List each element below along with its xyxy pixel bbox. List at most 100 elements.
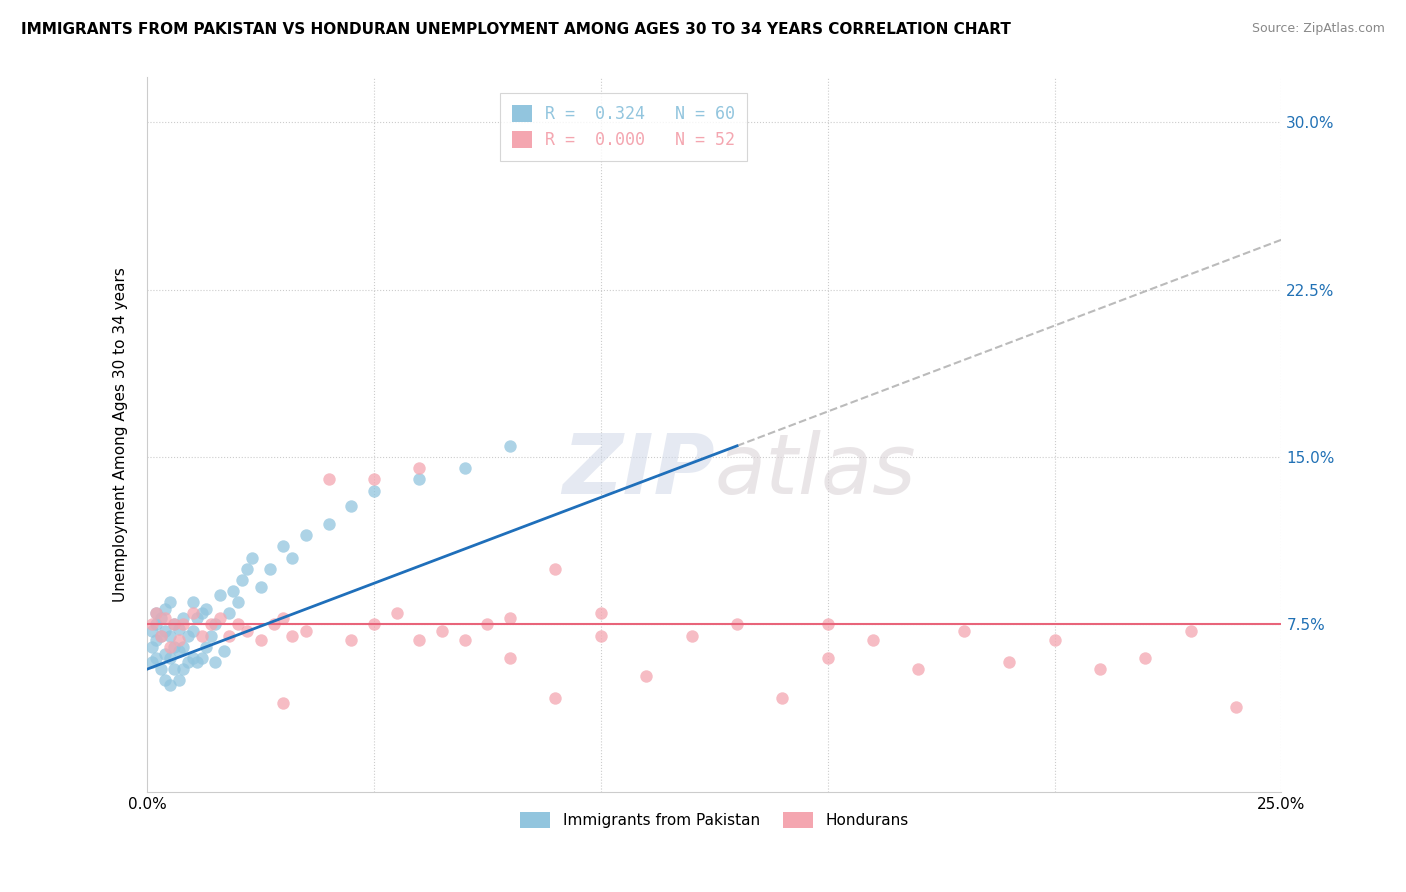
Point xyxy=(181,651,204,665)
Point xyxy=(907,662,929,676)
Point xyxy=(430,624,453,639)
Point xyxy=(149,611,172,625)
Point xyxy=(385,607,408,621)
Point xyxy=(181,607,204,621)
Point xyxy=(222,584,245,599)
Point xyxy=(544,691,567,706)
Point xyxy=(167,644,190,658)
Point xyxy=(817,617,839,632)
Point xyxy=(181,595,204,609)
Point xyxy=(226,595,249,609)
Point xyxy=(214,644,236,658)
Point xyxy=(204,656,226,670)
Point xyxy=(190,629,212,643)
Point xyxy=(499,611,522,625)
Point xyxy=(236,624,259,639)
Point xyxy=(181,624,204,639)
Point xyxy=(259,562,281,576)
Point xyxy=(145,651,167,665)
Point xyxy=(363,617,385,632)
Point xyxy=(177,629,200,643)
Point xyxy=(271,696,294,710)
Point xyxy=(271,611,294,625)
Point xyxy=(145,607,167,621)
Point xyxy=(408,472,430,486)
Y-axis label: Unemployment Among Ages 30 to 34 years: Unemployment Among Ages 30 to 34 years xyxy=(114,268,128,602)
Point xyxy=(155,673,177,688)
Point xyxy=(725,617,748,632)
Point xyxy=(167,633,190,648)
Point xyxy=(149,662,172,676)
Point xyxy=(145,617,167,632)
Point xyxy=(249,633,271,648)
Point xyxy=(163,617,186,632)
Point xyxy=(208,589,231,603)
Point xyxy=(145,633,167,648)
Point xyxy=(195,602,218,616)
Point xyxy=(953,624,976,639)
Point xyxy=(544,562,567,576)
Point xyxy=(186,611,208,625)
Point xyxy=(159,629,181,643)
Point xyxy=(172,662,194,676)
Point xyxy=(200,617,222,632)
Text: ZIP: ZIP xyxy=(561,430,714,511)
Point xyxy=(141,640,163,654)
Point xyxy=(249,580,271,594)
Point xyxy=(141,617,163,632)
Point xyxy=(281,550,304,565)
Point xyxy=(177,656,200,670)
Point xyxy=(204,617,226,632)
Text: Source: ZipAtlas.com: Source: ZipAtlas.com xyxy=(1251,22,1385,36)
Point xyxy=(499,439,522,453)
Point xyxy=(159,678,181,692)
Point xyxy=(681,629,703,643)
Point xyxy=(218,629,240,643)
Point xyxy=(295,528,318,542)
Text: atlas: atlas xyxy=(714,430,915,511)
Point xyxy=(318,472,340,486)
Point xyxy=(231,573,253,587)
Point xyxy=(167,673,190,688)
Point xyxy=(862,633,884,648)
Point xyxy=(172,617,194,632)
Point xyxy=(363,483,385,498)
Point xyxy=(200,629,222,643)
Point xyxy=(172,611,194,625)
Point xyxy=(295,624,318,639)
Point xyxy=(1135,651,1157,665)
Text: IMMIGRANTS FROM PAKISTAN VS HONDURAN UNEMPLOYMENT AMONG AGES 30 TO 34 YEARS CORR: IMMIGRANTS FROM PAKISTAN VS HONDURAN UNE… xyxy=(21,22,1011,37)
Point xyxy=(1088,662,1111,676)
Point xyxy=(998,656,1021,670)
Point xyxy=(499,651,522,665)
Point xyxy=(163,640,186,654)
Point xyxy=(155,624,177,639)
Point xyxy=(363,472,385,486)
Point xyxy=(454,633,477,648)
Point xyxy=(195,640,218,654)
Point xyxy=(159,640,181,654)
Point xyxy=(208,611,231,625)
Point xyxy=(454,461,477,475)
Point xyxy=(149,629,172,643)
Point xyxy=(159,595,181,609)
Point xyxy=(218,607,240,621)
Point xyxy=(190,607,212,621)
Point xyxy=(149,629,172,643)
Point xyxy=(340,633,363,648)
Point xyxy=(1225,700,1247,714)
Point xyxy=(155,602,177,616)
Point xyxy=(817,651,839,665)
Point xyxy=(167,622,190,636)
Point xyxy=(589,629,612,643)
Point xyxy=(186,656,208,670)
Point xyxy=(190,651,212,665)
Point xyxy=(770,691,793,706)
Point xyxy=(636,669,658,683)
Point xyxy=(263,617,285,632)
Point xyxy=(1180,624,1202,639)
Point xyxy=(589,607,612,621)
Point xyxy=(159,651,181,665)
Point xyxy=(163,617,186,632)
Point xyxy=(340,499,363,513)
